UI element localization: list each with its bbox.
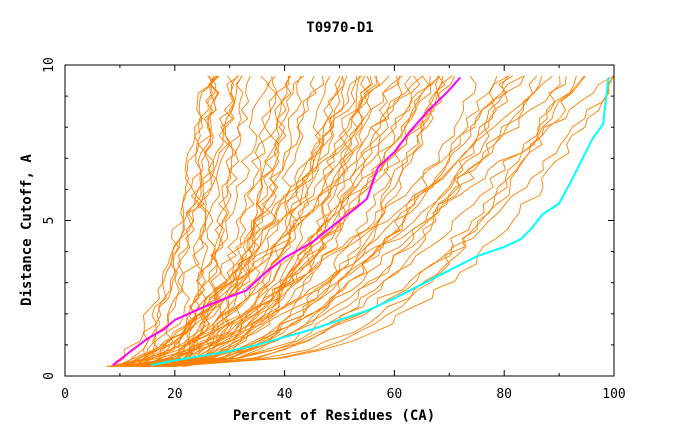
background-series-line [142,75,363,368]
background-series-line [163,75,239,368]
background-series-line [169,75,615,368]
background-series-line [148,75,403,368]
background-series-line [156,75,509,368]
background-series-line [136,75,341,368]
background-series-line [106,75,441,368]
background-series-line [146,75,303,368]
background-series-line [170,75,431,368]
background-series-line [182,75,377,368]
background-series-line [139,75,292,368]
background-series-group [106,75,615,368]
background-series-line [120,75,440,368]
x-tick-label: 100 [602,387,625,402]
background-series-line [170,75,244,368]
x-axis-label: Percent of Residues (CA) [233,408,435,424]
background-series-line [114,75,421,368]
background-series-line [114,75,423,368]
background-series-line [171,75,615,368]
background-series-line [122,75,212,368]
background-series-line [129,75,317,368]
background-series-line [152,75,430,368]
background-series-line [141,75,277,368]
background-series-line [146,75,398,368]
background-series-line [153,75,477,368]
background-series-line [159,75,440,368]
background-series-line [169,75,561,368]
background-series-line [153,75,567,368]
highlight-series-group [112,76,610,367]
x-tick-label: 60 [387,387,403,402]
background-series-line [134,75,214,368]
background-series-line [141,75,380,368]
x-tick-label: 80 [496,387,512,402]
background-series-line [144,75,331,368]
background-series-line [109,75,344,368]
background-series-line [146,75,251,368]
axis-ticks: 0 20 40 60 80 100 0 5 10 [42,57,626,402]
background-series-line [134,75,217,368]
background-series-line [165,75,577,368]
background-series-line [152,75,278,368]
y-axis-label: Distance Cutoff, A [19,154,35,306]
y-tick-label: 5 [42,217,57,225]
background-series-line [119,75,358,368]
background-series-line [143,75,456,368]
background-series-line [171,75,361,368]
background-series-line [142,75,345,368]
background-series-line [111,75,553,368]
x-tick-label: 0 [61,387,69,402]
highlight-series-magenta [112,76,462,366]
background-series-line [136,75,220,367]
background-series-line [144,75,498,368]
background-series-line [145,75,509,368]
background-series-line [171,75,412,368]
x-tick-label: 20 [167,387,183,402]
background-series-line [139,75,585,368]
background-series-line [173,75,219,368]
background-series-line [146,75,373,368]
background-series-line [112,75,525,368]
y-tick-label: 10 [42,57,57,73]
background-series-line [150,75,453,368]
background-series-line [122,75,403,368]
x-tick-label: 40 [277,387,293,402]
background-series-line [145,75,304,368]
background-series-line [127,75,615,368]
chart-title: T0970-D1 [306,20,373,36]
highlight-series-cyan [151,77,610,367]
y-tick-label: 0 [42,372,57,380]
background-series-line [166,75,240,368]
background-series-line [122,75,538,368]
